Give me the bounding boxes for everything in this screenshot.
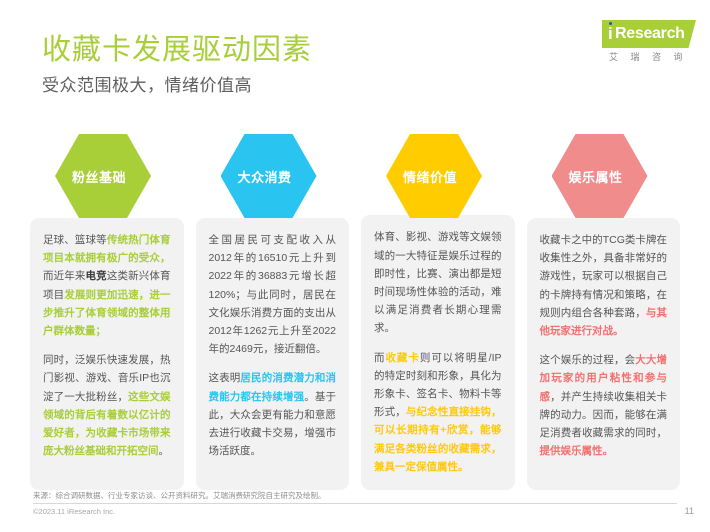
- paragraph: 而收藏卡则可以将明星/IP的特定时刻和形象，具化为形象卡、签名卡、物料卡等形式，…: [374, 351, 502, 473]
- text-card-entertainment: 收藏卡之中的TCG类卡牌在收集性之外，具备非常好的游戏性，玩家可以根据自己的卡牌…: [526, 218, 680, 490]
- logo-background-shape: [602, 20, 696, 48]
- source-note: 来源：综合调研数据、行业专家访谈、公开资料研究。艾瑞消费研究院自主研究及绘制。: [33, 491, 326, 500]
- hexagon-badge-emotional-value: 情绪价值: [386, 134, 482, 218]
- paragraph: 这表明居民的消费潜力和消费能力都在持续增强。基于此，大众会更有能力和意愿去进行收…: [208, 372, 337, 458]
- page-subtitle: 受众范围极大，情绪价值高: [42, 76, 252, 95]
- badge-container: 大众消费: [196, 130, 350, 218]
- page-number: 11: [684, 506, 694, 516]
- driver-column-mass-consumption: 大众消费 全国居民可支配收入从2012年的16510元上升到2022年的3688…: [195, 130, 350, 490]
- page-title: 收藏卡发展驱动因素: [42, 34, 313, 66]
- badge-label: 娱乐属性: [568, 169, 623, 185]
- logo-chinese-name: 艾 瑞 咨 询: [609, 52, 688, 62]
- hexagon-badge-mass-consumption: 大众消费: [220, 134, 317, 218]
- logo-mark: i Research: [602, 20, 696, 48]
- slide-header: 收藏卡发展驱动因素 受众范围极大，情绪价值高 i Research 艾 瑞 咨 …: [0, 0, 710, 118]
- footer-divider: [33, 503, 677, 504]
- slide-footer: 来源：综合调研数据、行业专家访谈、公开资料研究。艾瑞消费研究院自主研究及绘制。 …: [0, 490, 710, 532]
- badge-label: 情绪价值: [402, 169, 457, 185]
- copyright-text: ©2023.11 iResearch Inc.: [33, 507, 116, 516]
- text-card-mass-consumption: 全国居民可支配收入从2012年的16510元上升到2022年的36883元增长超…: [195, 218, 349, 490]
- badge-label: 粉丝基础: [71, 169, 126, 185]
- logo-wordmark: Research: [615, 25, 685, 42]
- paragraph: 足球、篮球等传统热门体育项目本就拥有极广的受众，而近年来电竞这类新兴体育项目发展…: [43, 234, 171, 338]
- hexagon-badge-fan-base: 粉丝基础: [55, 134, 151, 218]
- text-card-fan-base: 足球、篮球等传统热门体育项目本就拥有极广的受众，而近年来电竞这类新兴体育项目发展…: [30, 218, 184, 490]
- logo-dot-icon: [609, 22, 612, 25]
- driver-column-entertainment: 娱乐属性 收藏卡之中的TCG类卡牌在收集性之外，具备非常好的游戏性，玩家可以根据…: [526, 130, 681, 490]
- text-card-emotional-value: 体育、影视、游戏等文娱领域的一大特征是娱乐过程的即时性，比赛、演出都是短时间现场…: [361, 215, 515, 490]
- paragraph: 同时，泛娱乐快速发展，热门影视、游戏、音乐IP也沉淀了一大批粉丝，这些文娱领域的…: [43, 354, 171, 458]
- paragraph: 全国居民可支配收入从2012年的16510元上升到2022年的36883元增长超…: [208, 234, 337, 356]
- paragraph: 体育、影视、游戏等文娱领域的一大特征是娱乐过程的即时性，比赛、演出都是短时间现场…: [374, 231, 502, 335]
- badge-container: 情绪价值: [361, 130, 515, 218]
- paragraph: 这个娱乐的过程，会大大增加玩家的用户粘性和参与感，并产生持续收集相关卡牌的动力。…: [539, 354, 668, 458]
- hexagon-badge-entertainment: 娱乐属性: [551, 134, 648, 218]
- driver-column-emotional-value: 情绪价值 体育、影视、游戏等文娱领域的一大特征是娱乐过程的即时性，比赛、演出都是…: [361, 130, 515, 490]
- badge-container: 粉丝基础: [30, 130, 184, 218]
- paragraph: 收藏卡之中的TCG类卡牌在收集性之外，具备非常好的游戏性，玩家可以根据自己的卡牌…: [539, 234, 668, 338]
- iresearch-logo: i Research 艾 瑞 咨 询: [602, 20, 696, 64]
- badge-container: 娱乐属性: [527, 130, 681, 218]
- badge-label: 大众消费: [237, 169, 292, 185]
- driver-columns: 粉丝基础 足球、篮球等传统热门体育项目本就拥有极广的受众，而近年来电竞这类新兴体…: [0, 130, 710, 490]
- driver-column-fan-base: 粉丝基础 足球、篮球等传统热门体育项目本就拥有极广的受众，而近年来电竞这类新兴体…: [30, 130, 184, 490]
- logo-initial: i: [608, 24, 613, 43]
